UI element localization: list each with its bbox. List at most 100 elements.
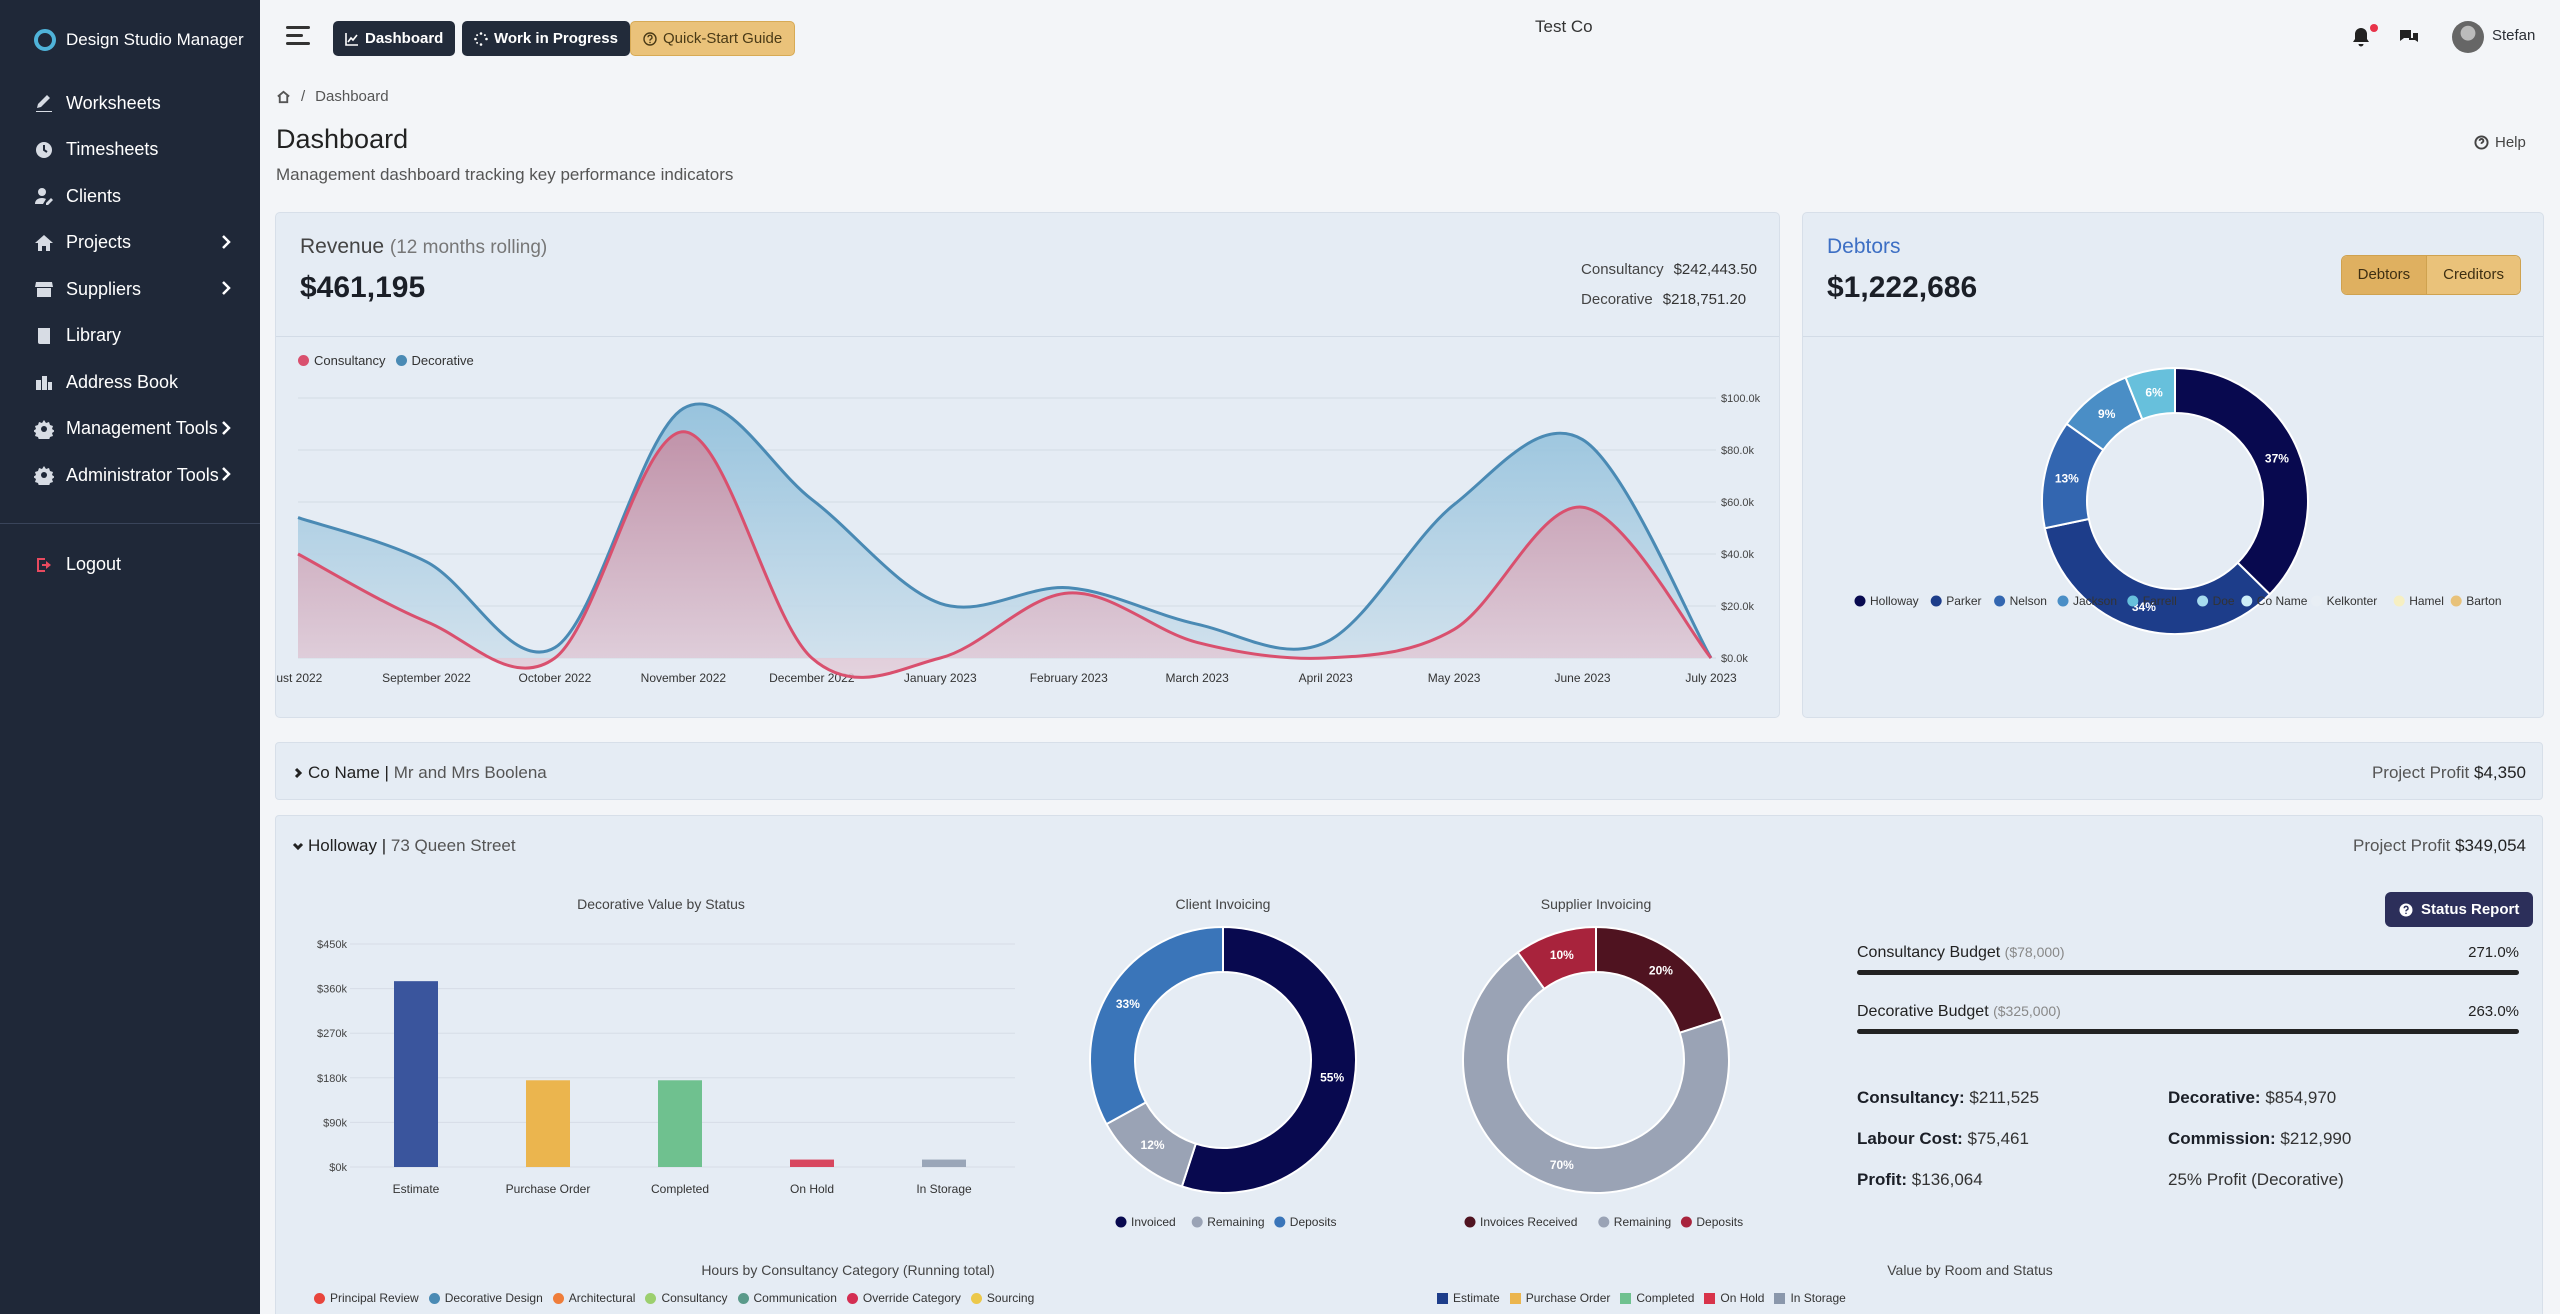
legend-swatch xyxy=(737,1292,749,1304)
legend-label[interactable]: Holloway xyxy=(1870,594,1919,608)
legend-item[interactable]: Communication xyxy=(737,1291,837,1305)
debtors-title[interactable]: Debtors xyxy=(1827,235,1901,258)
legend-label[interactable]: Invoices Received xyxy=(1480,1215,1577,1229)
sidebar-item-clients[interactable]: Clients xyxy=(0,173,260,220)
legend-label: Estimate xyxy=(1453,1291,1500,1305)
chart-title-hours-by-consultancy: Hours by Consultancy Category (Running t… xyxy=(701,1262,995,1278)
project-profit-value: $349,054 xyxy=(2455,836,2526,855)
line-decorative[interactable] xyxy=(297,402,1713,659)
legend-label[interactable]: Hamel xyxy=(2409,594,2444,608)
breadcrumb: / Dashboard xyxy=(276,88,389,105)
legend-item[interactable]: Consultancy xyxy=(645,1291,728,1305)
legend-item[interactable]: On Hold xyxy=(1704,1291,1764,1305)
pie-slice-invoices-received[interactable] xyxy=(1595,925,1724,1035)
dashboard-button[interactable]: Dashboard xyxy=(333,21,456,56)
legend-item[interactable]: Sourcing xyxy=(970,1291,1034,1305)
slice-label: 55% xyxy=(1320,1070,1344,1084)
bar-on-hold[interactable] xyxy=(790,1159,834,1167)
pie-slice-deposits[interactable] xyxy=(1089,925,1224,1126)
line-consultancy[interactable] xyxy=(297,430,1713,679)
legend-label[interactable]: Remaining xyxy=(1614,1215,1671,1229)
x-tick-label: January 2023 xyxy=(904,671,977,685)
legend-item-consultancy[interactable]: Consultancy xyxy=(298,353,386,368)
legend-item[interactable]: Purchase Order xyxy=(1509,1291,1610,1305)
brand[interactable]: Design Studio Manager xyxy=(0,0,260,80)
chart-title-supplier-invoicing: Supplier Invoicing xyxy=(1540,896,1652,912)
company-name: Test Co xyxy=(1535,17,1593,36)
bar-completed[interactable] xyxy=(658,1080,702,1167)
avatar[interactable] xyxy=(2452,21,2484,53)
legend-item[interactable]: Override Category xyxy=(846,1291,961,1305)
x-tick-label: February 2023 xyxy=(1030,671,1108,685)
legend-item-decorative[interactable]: Decorative xyxy=(395,353,474,368)
legend-label[interactable]: Co Name xyxy=(2257,594,2308,608)
legend-swatch xyxy=(1774,1292,1786,1304)
legend-label[interactable]: Invoiced xyxy=(1131,1215,1176,1229)
logout-button[interactable]: Logout xyxy=(0,542,260,589)
sidebar-item-address-book[interactable]: Address Book xyxy=(0,359,260,406)
pie-slice-farrell[interactable] xyxy=(2124,366,2176,421)
menu-toggle-icon[interactable] xyxy=(286,26,310,46)
legend-label[interactable]: Deposits xyxy=(1696,1215,1743,1229)
legend-label[interactable]: Kelkonter xyxy=(2327,594,2378,608)
pie-slice-parker[interactable] xyxy=(2043,517,2272,635)
status-report-button[interactable]: Status Report xyxy=(2385,892,2534,927)
legend-swatch xyxy=(1620,1292,1632,1304)
legend-label[interactable]: Parker xyxy=(1946,594,1981,608)
sidebar-item-label: Clients xyxy=(66,185,122,206)
x-tick-label: November 2022 xyxy=(641,671,727,685)
project-row-holloway[interactable]: Holloway | 73 Queen Street Project Profi… xyxy=(275,815,2543,873)
legend-label[interactable]: Nelson xyxy=(2010,594,2047,608)
bar-in-storage[interactable] xyxy=(922,1159,966,1167)
username[interactable]: Stefan xyxy=(2492,27,2536,44)
legend-item[interactable]: Estimate xyxy=(1437,1291,1500,1305)
legend-swatch xyxy=(2450,595,2462,607)
pie-slice-remaining[interactable] xyxy=(1462,951,1730,1194)
wip-button[interactable]: Work in Progress xyxy=(462,21,630,56)
sidebar-item-library[interactable]: Library xyxy=(0,313,260,360)
pie-slice-holloway[interactable] xyxy=(2174,366,2309,596)
debtors-toggle-button[interactable]: Debtors xyxy=(2341,256,2428,294)
legend-item[interactable]: Decorative Design xyxy=(428,1291,543,1305)
help-button[interactable]: Help xyxy=(2474,134,2526,151)
legend-item[interactable]: Principal Review xyxy=(314,1291,419,1305)
creditors-toggle-button[interactable]: Creditors xyxy=(2427,256,2520,294)
y-tick-label: $180k xyxy=(317,1073,347,1085)
x-tick-label: March 2023 xyxy=(1165,671,1229,685)
legend-label[interactable]: Doe xyxy=(2213,594,2235,608)
legend-item[interactable]: In Storage xyxy=(1774,1291,1846,1305)
sidebar-item-administrator-tools[interactable]: Administrator Tools xyxy=(0,452,260,499)
stat-labour-cost: Labour Cost: $75,461 xyxy=(1857,1129,2029,1149)
sidebar-item-timesheets[interactable]: Timesheets xyxy=(0,127,260,174)
home-icon[interactable] xyxy=(276,89,291,104)
x-tick-label: December 2022 xyxy=(769,671,855,685)
bar-purchase-order[interactable] xyxy=(526,1080,570,1167)
sidebar-item-suppliers[interactable]: Suppliers xyxy=(0,266,260,313)
legend-label[interactable]: Remaining xyxy=(1207,1215,1264,1229)
legend-label: Decorative xyxy=(411,353,474,368)
project-row-co-name[interactable]: Co Name | Mr and Mrs Boolena Project Pro… xyxy=(275,742,2543,800)
legend-item[interactable]: Architectural xyxy=(552,1291,635,1305)
legend-label[interactable]: Farrell xyxy=(2143,594,2177,608)
legend-swatch xyxy=(314,1292,325,1304)
pie-slice-invoiced[interactable] xyxy=(1180,925,1357,1194)
sidebar-item-projects[interactable]: Projects xyxy=(0,220,260,267)
slice-label: 34% xyxy=(2132,600,2156,614)
chat-icon[interactable] xyxy=(2398,26,2420,48)
wip-button-label: Work in Progress xyxy=(494,30,618,47)
bell-icon[interactable] xyxy=(2350,26,2372,48)
legend-label: In Storage xyxy=(1790,1291,1846,1305)
quick-start-guide-button[interactable]: Quick-Start Guide xyxy=(630,21,796,56)
stat-value: $211,525 xyxy=(1969,1088,2040,1107)
legend-swatch xyxy=(1994,595,2006,607)
bar-estimate[interactable] xyxy=(394,981,438,1167)
decorative-budget: Decorative Budget ($325,000) 263.0% xyxy=(1857,1003,2519,1034)
legend-label[interactable]: Barton xyxy=(2466,594,2501,608)
sidebar-item-management-tools[interactable]: Management Tools xyxy=(0,406,260,453)
pie-slice-deposits[interactable] xyxy=(1516,925,1597,991)
legend-label[interactable]: Jackson xyxy=(2073,594,2117,608)
legend-item[interactable]: Completed xyxy=(1620,1291,1694,1305)
legend-swatch xyxy=(1854,595,1866,607)
sidebar-item-worksheets[interactable]: Worksheets xyxy=(0,80,260,127)
legend-label[interactable]: Deposits xyxy=(1290,1215,1337,1229)
